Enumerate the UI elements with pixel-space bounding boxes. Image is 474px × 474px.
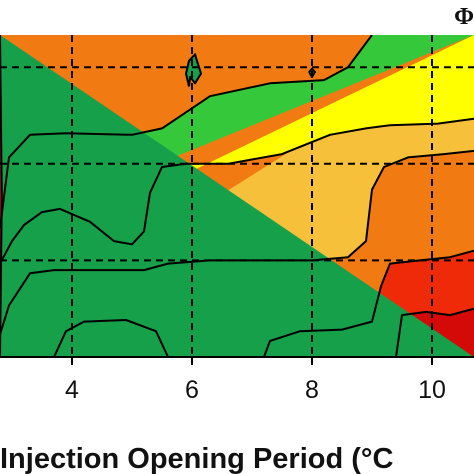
contour-line	[0, 35, 373, 229]
x-tick-label: 4	[65, 376, 79, 404]
contour-line	[0, 35, 3, 357]
contour-line	[263, 249, 474, 357]
contour-line	[53, 319, 169, 357]
contour-line	[395, 307, 474, 357]
contour-line	[185, 53, 202, 87]
contour-line	[0, 117, 474, 265]
x-axis-label: Injection Opening Period (°C	[0, 443, 393, 474]
x-tick-label: 8	[305, 376, 319, 404]
corner-label: Φ	[454, 4, 474, 30]
band-level-1	[0, 35, 474, 357]
x-tick-label: 6	[185, 376, 199, 404]
band-level-3	[0, 35, 474, 357]
x-tick-label: 10	[418, 376, 446, 404]
